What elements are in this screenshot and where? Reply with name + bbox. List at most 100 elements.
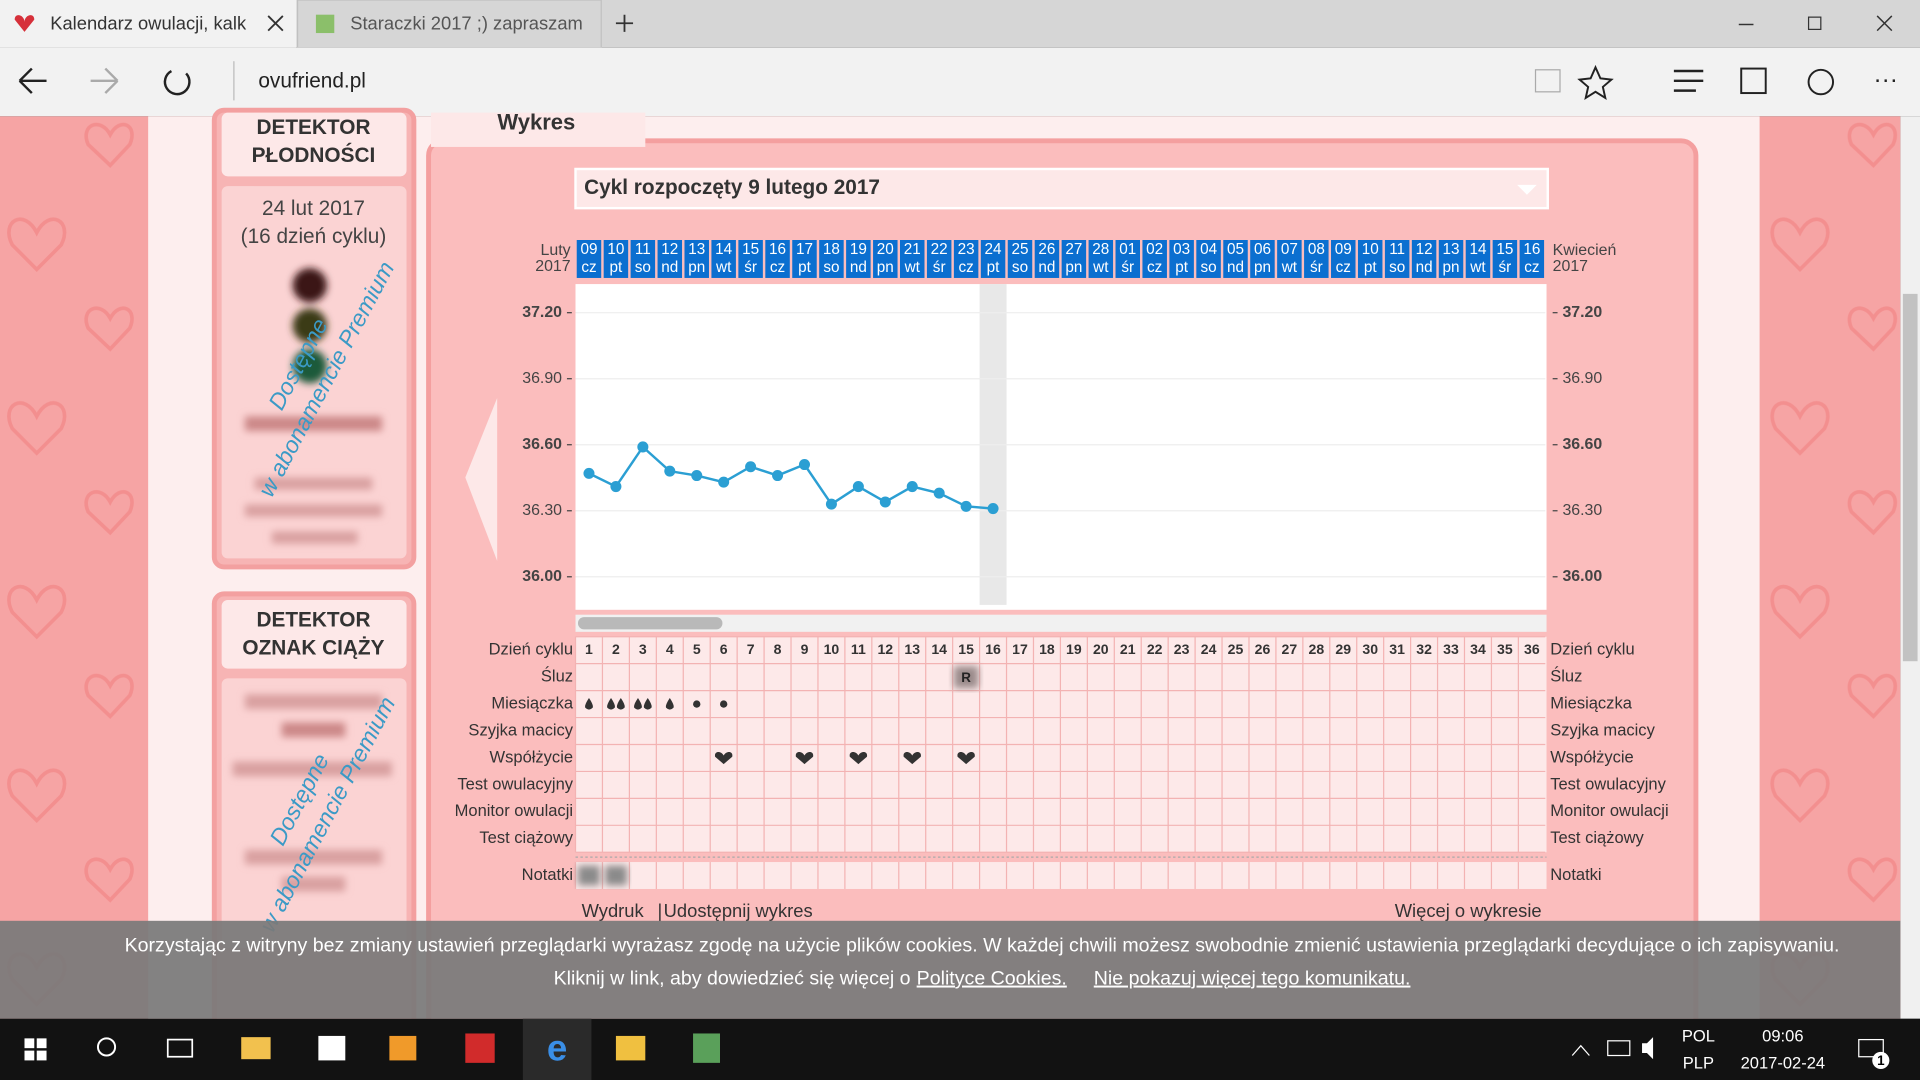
cycle-day: 17 [1012, 641, 1028, 657]
temperature-point [879, 496, 891, 508]
explorer[interactable] [241, 1037, 271, 1060]
task-view[interactable] [166, 1038, 194, 1058]
temperature-point [825, 498, 837, 510]
date-label: 18 [823, 241, 840, 258]
scrollbar-thumb[interactable] [1902, 293, 1918, 662]
restore[interactable] [1807, 16, 1822, 31]
y2-tick-label: 36.90 [1562, 370, 1602, 387]
weekday-label: so [1200, 259, 1216, 276]
date-cell [630, 240, 656, 278]
intercourse-heart [714, 751, 733, 765]
row-label: Test ciążowy [479, 828, 573, 847]
cookie-text: Kliknij w link, aby dowiedzieć się więce… [554, 968, 1411, 990]
cycle-day: 6 [720, 641, 728, 657]
tab-icon [315, 14, 335, 34]
edge-icon[interactable]: e [547, 1027, 567, 1068]
link-more[interactable]: Więcej o wykresie [1395, 900, 1542, 921]
tab-title[interactable]: Kalendarz owulacji, kalk [50, 12, 247, 33]
web-note[interactable] [1740, 67, 1767, 95]
share[interactable] [1807, 68, 1835, 96]
previous-cycle[interactable] [465, 397, 498, 561]
date-cell [846, 240, 871, 278]
cycle-day: 31 [1389, 641, 1405, 657]
app[interactable] [693, 1033, 720, 1063]
menstruation-drop [607, 697, 615, 710]
cycle-day: 19 [1066, 641, 1082, 657]
volume[interactable] [1642, 1037, 1654, 1060]
cycle-select-label[interactable]: Cykl rozpoczęty 9 lutego 2017 [584, 176, 880, 199]
link-share[interactable]: Udostępnij wykres [664, 900, 813, 921]
close-window[interactable] [1876, 15, 1893, 32]
year-label: 2017 [1553, 258, 1589, 275]
weekday-label: so [1389, 259, 1405, 276]
intercourse-heart [957, 751, 975, 765]
date-label: 27 [1065, 241, 1082, 258]
date-cell [684, 240, 709, 278]
action-center[interactable] [1858, 1038, 1884, 1058]
new-tab[interactable] [615, 14, 634, 32]
forward[interactable] [90, 67, 119, 94]
spotting-dot [720, 700, 728, 708]
active-tab[interactable] [0, 0, 297, 48]
refresh[interactable] [163, 69, 191, 96]
cycle-day: 26 [1255, 641, 1271, 657]
chart-scrollbar[interactable] [575, 614, 1547, 632]
edge-active[interactable] [522, 1018, 592, 1080]
close-tab[interactable] [267, 15, 284, 32]
cookie-text: Kliknij w link, aby dowiedzieć się więce… [554, 968, 911, 990]
date-cell [1304, 240, 1329, 278]
store[interactable] [318, 1035, 346, 1061]
cycle-day: 13 [904, 641, 920, 657]
date-label: 14 [1469, 241, 1487, 258]
cycle-select[interactable] [574, 167, 1549, 210]
date-cell [953, 240, 979, 278]
cycle-day: 35 [1497, 641, 1513, 657]
date-cell [1007, 240, 1033, 278]
tab[interactable] [296, 0, 602, 49]
temperature-point [798, 459, 810, 471]
intercourse-heart [849, 751, 868, 765]
row-label: Monitor owulacji [1550, 801, 1668, 820]
cookie-policy-link[interactable]: Polityce Cookies. [917, 968, 1067, 990]
date-cell [900, 240, 925, 278]
date-cell [1277, 240, 1302, 278]
start-button[interactable] [24, 1038, 47, 1061]
weekday-label: wt [1281, 259, 1298, 276]
notification-badge[interactable] [1872, 1051, 1890, 1069]
box-title: PŁODNOŚCI [252, 143, 376, 167]
panel-tab[interactable] [431, 112, 646, 147]
keyboard-layout[interactable]: PLP [1683, 1053, 1714, 1072]
weekday-label: pt [1175, 259, 1189, 276]
more-menu[interactable]: ··· [1873, 66, 1897, 93]
tray-expand[interactable] [1571, 1044, 1590, 1056]
back[interactable] [18, 67, 47, 94]
search[interactable] [96, 1037, 117, 1057]
reading-view[interactable] [1534, 69, 1561, 93]
row-label: Miesiączka [491, 693, 573, 712]
url[interactable]: ovufriend.pl [258, 70, 366, 93]
app[interactable] [465, 1033, 495, 1063]
tab-title[interactable]: Staraczki 2017 ;) zapraszam [350, 12, 583, 33]
cookie-banner [0, 920, 1901, 1019]
y2-tick-label: 36.30 [1562, 502, 1602, 519]
notification-count[interactable]: 1 [1877, 1053, 1885, 1068]
chart-scrollbar-thumb[interactable] [577, 617, 723, 630]
temperature-line [588, 445, 994, 510]
cookie-dismiss-link[interactable]: Nie pokazuj więcej tego komunikatu. [1094, 968, 1411, 990]
network[interactable] [1607, 1040, 1631, 1057]
panel-tab-label[interactable]: Wykres [497, 110, 575, 135]
input-language[interactable]: POL [1682, 1027, 1715, 1046]
date-cell [1034, 240, 1060, 278]
temperature-point [772, 470, 784, 482]
weekday-label: śr [1121, 259, 1134, 276]
media-app[interactable] [389, 1035, 417, 1061]
clock-date[interactable]: 2017-02-24 [1741, 1053, 1825, 1072]
dropdown-arrow[interactable] [1517, 184, 1537, 195]
link-print[interactable]: Wydruk [582, 900, 645, 921]
row-label: Śluz [1550, 667, 1582, 686]
date-cell [576, 240, 602, 278]
clock-time[interactable]: 09:06 [1762, 1027, 1803, 1046]
mail-app[interactable] [615, 1035, 646, 1061]
hub[interactable] [1673, 69, 1704, 92]
favorite[interactable] [1577, 64, 1614, 101]
